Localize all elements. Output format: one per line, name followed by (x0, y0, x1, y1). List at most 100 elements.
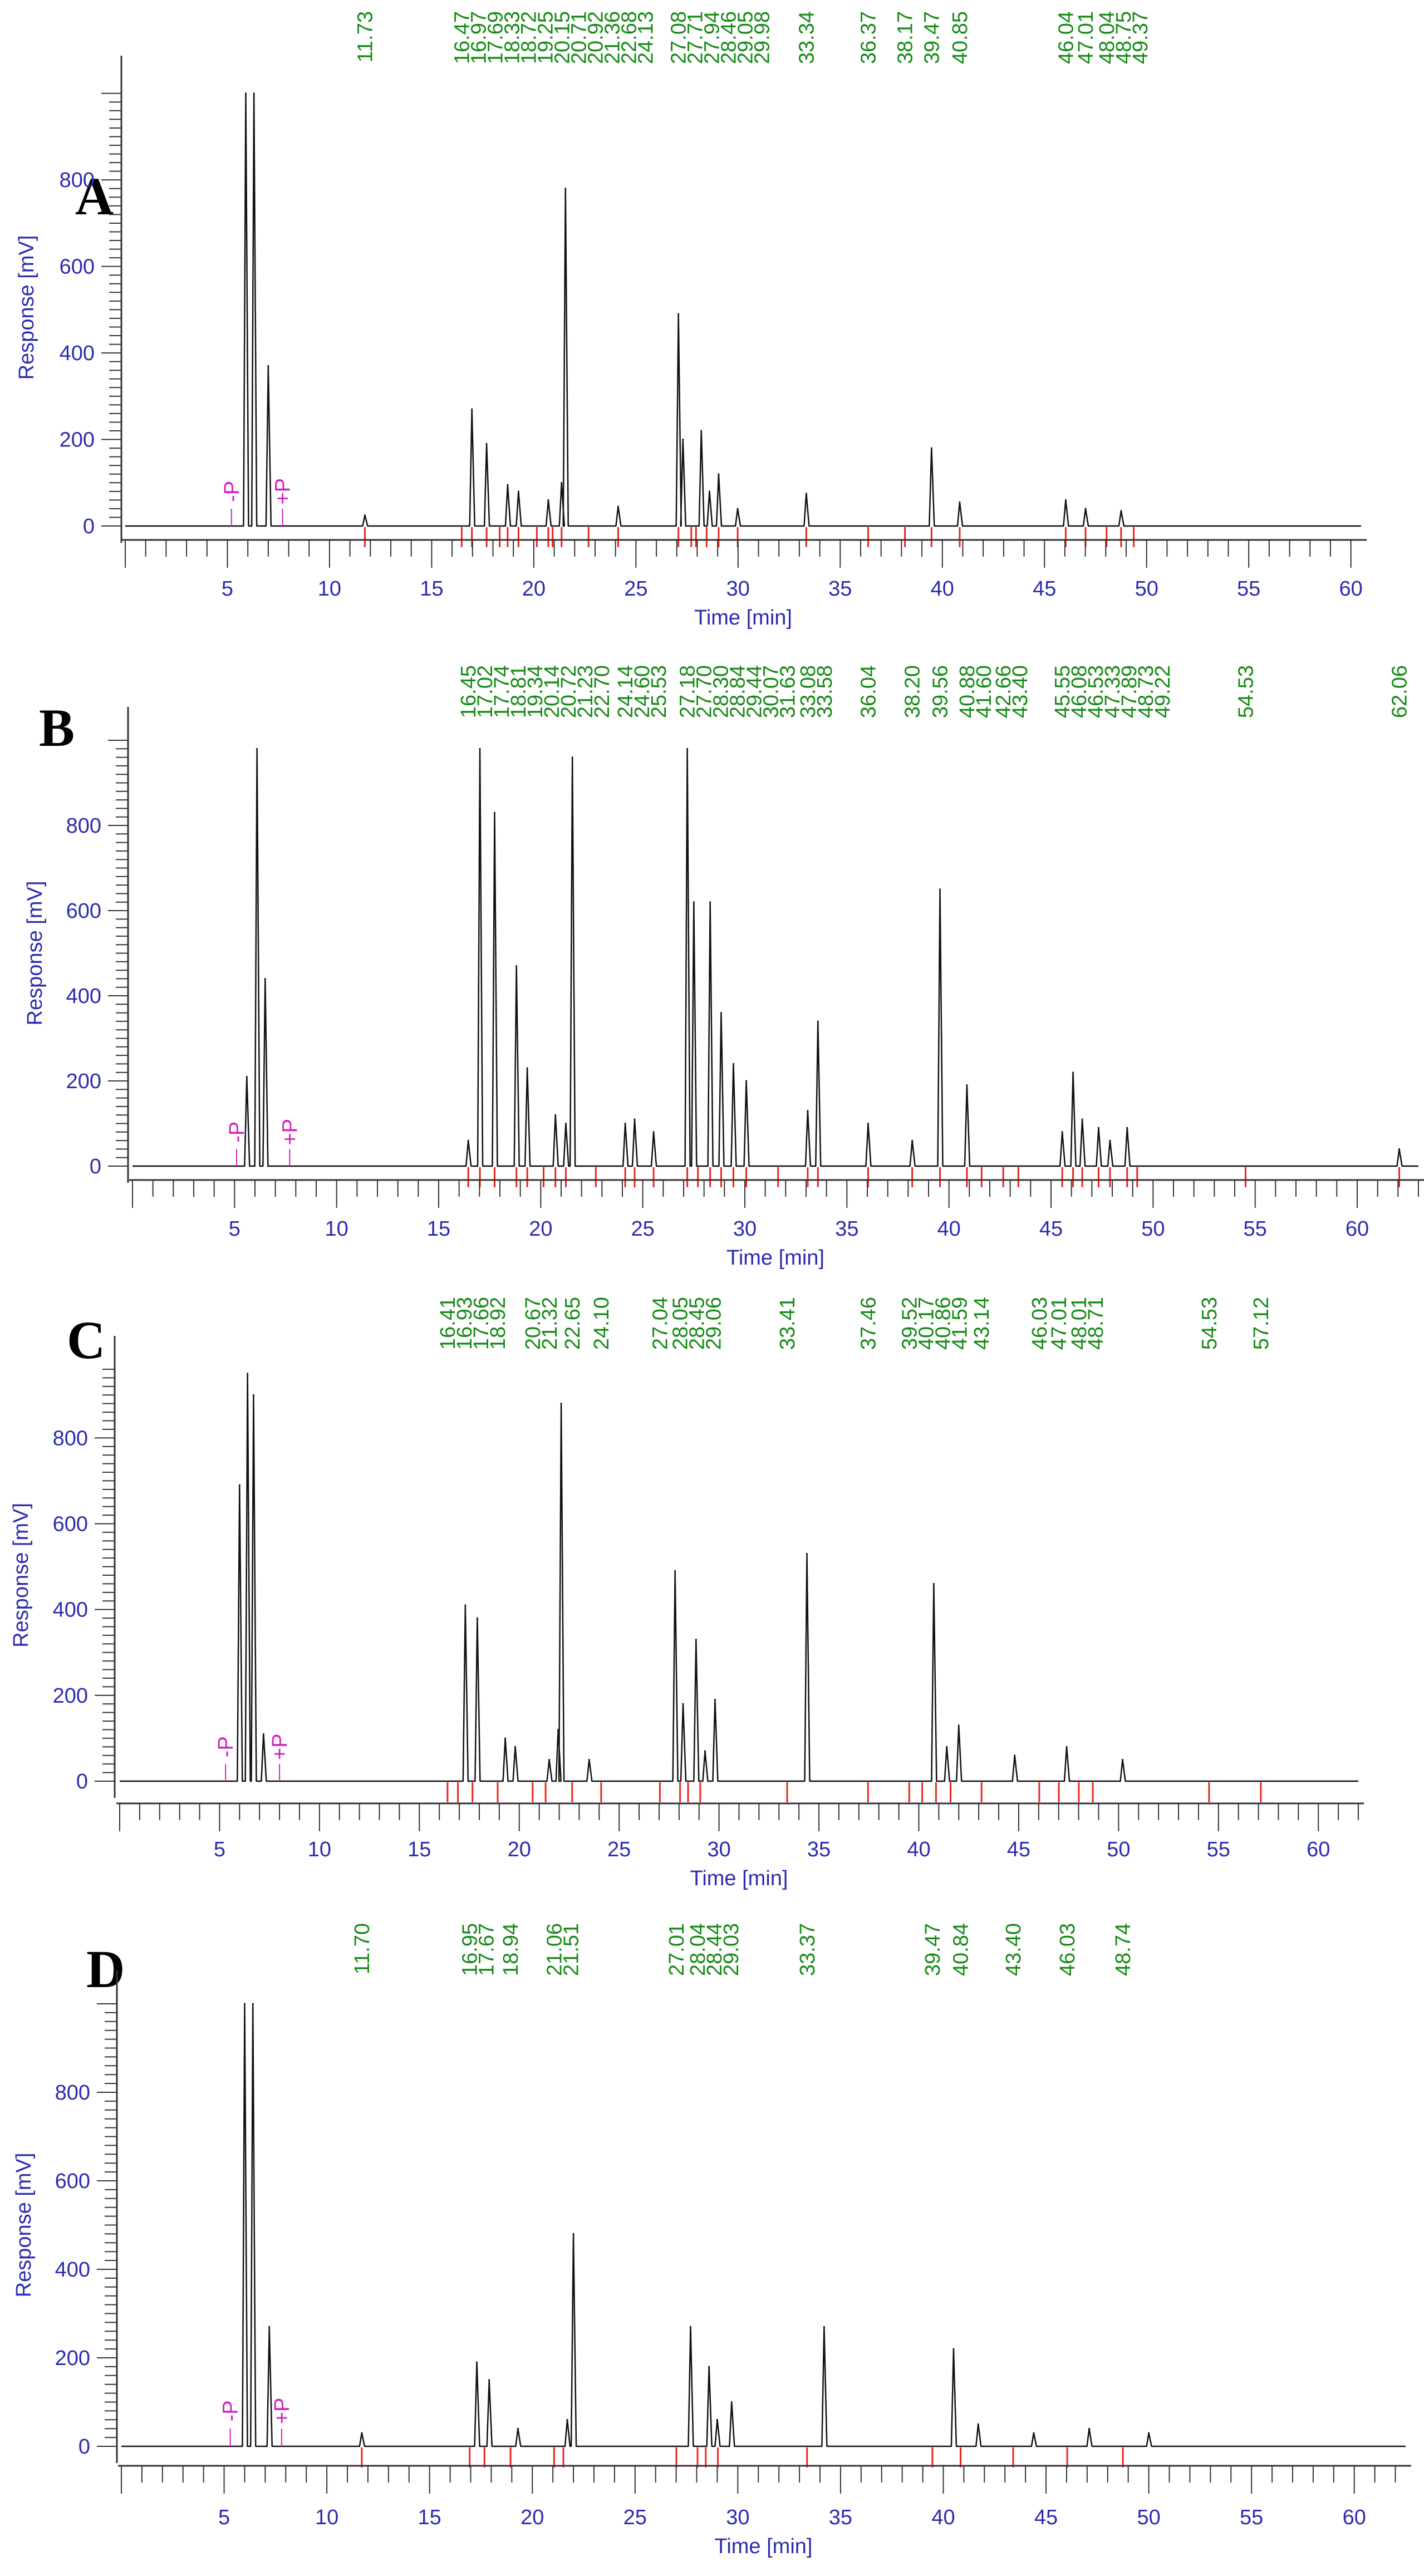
peak-mark (957, 1724, 960, 1727)
panel-letter: B (39, 698, 75, 758)
peak-time-label: 27.94 (701, 11, 724, 64)
peak-time-label: 21.32 (538, 1297, 562, 1350)
peak-time-label: 28.05 (669, 1297, 693, 1350)
peak-time-label: 31.63 (777, 665, 800, 718)
x-tick-label: 35 (828, 577, 852, 601)
peak-time-label: 40.88 (956, 665, 979, 718)
y-tick-label: 400 (66, 985, 101, 1008)
integration-marker-label: +P (278, 1119, 302, 1146)
peak-time-label: 27.71 (684, 11, 708, 64)
peak-mark (243, 2003, 245, 2005)
x-tick-label: 50 (1107, 1838, 1130, 1861)
y-tick-label: 600 (53, 1513, 88, 1536)
integration-marker-label: +P (271, 2398, 294, 2425)
peak-time-label: 29.03 (720, 1923, 743, 1976)
peak-time-label: 27.18 (676, 665, 700, 718)
peak-time-label: 28.04 (686, 1923, 710, 1976)
peak-time-label: 20.67 (522, 1297, 545, 1350)
peak-time-label: 16.41 (436, 1297, 460, 1350)
peak-time-label: 48.04 (1096, 11, 1119, 64)
peak-mark (252, 2003, 254, 2005)
x-tick-label: 5 (229, 1217, 240, 1241)
peak-mark (464, 1604, 467, 1606)
x-tick-label: 30 (733, 1217, 757, 1241)
x-tick-label: 45 (1034, 2506, 1058, 2529)
y-tick-label: 400 (60, 342, 95, 365)
x-tick-label: 40 (907, 1838, 930, 1861)
peak-mark (256, 748, 258, 750)
peak-time-label: 18.94 (499, 1923, 523, 1976)
peak-mark (488, 2379, 490, 2381)
y-axis-title: Response [mV] (9, 1503, 33, 1648)
peak-mark (244, 92, 247, 95)
peak-time-label: 38.20 (901, 665, 925, 718)
y-tick-label: 0 (78, 2435, 90, 2459)
x-tick-label: 20 (522, 577, 546, 601)
peak-mark (1088, 2427, 1091, 2430)
peak-mark (571, 756, 573, 759)
peak-mark (674, 1570, 676, 1572)
x-tick-label: 50 (1135, 577, 1158, 601)
x-tick-label: 60 (1346, 1217, 1369, 1241)
peak-mark (564, 188, 567, 190)
peak-mark (1014, 1754, 1016, 1757)
peak-mark (267, 365, 269, 367)
peak-mark (704, 1750, 706, 1752)
peak-time-label: 28.84 (726, 665, 750, 718)
x-tick-label: 60 (1339, 577, 1363, 601)
peak-time-label: 21.23 (574, 665, 597, 718)
x-tick-label: 10 (318, 577, 341, 601)
peak-mark (952, 2348, 955, 2350)
peak-time-label: 39.52 (898, 1297, 921, 1350)
peak-time-label: 47.01 (1048, 1297, 1071, 1350)
peak-time-label: 28.44 (703, 1923, 726, 1976)
peak-time-label: 29.98 (751, 11, 774, 64)
peak-time-label: 21.51 (559, 1923, 583, 1976)
peak-time-label: 27.08 (667, 11, 691, 64)
x-tick-label: 60 (1307, 1838, 1330, 1861)
x-tick-label: 10 (315, 2506, 338, 2529)
y-tick-label: 600 (66, 899, 101, 923)
peak-mark (493, 812, 495, 814)
peak-mark (262, 1733, 264, 1735)
peak-time-label: 54.53 (1198, 1297, 1221, 1350)
peak-mark (720, 1012, 722, 1014)
peak-time-label: 48.01 (1068, 1297, 1091, 1350)
peak-mark (517, 490, 519, 493)
peak-mark (693, 901, 695, 903)
y-tick-label: 0 (76, 1770, 88, 1793)
x-tick-label: 35 (807, 1838, 831, 1861)
peak-time-label: 46.03 (1028, 1297, 1052, 1350)
peak-mark (471, 408, 473, 410)
x-axis-title: Time [min] (726, 1246, 824, 1270)
peak-mark (364, 514, 366, 517)
peak-mark (361, 2432, 363, 2434)
peak-mark (504, 1737, 507, 1739)
peak-time-label: 16.97 (467, 11, 490, 64)
peak-mark (939, 888, 941, 891)
x-tick-label: 45 (1033, 577, 1056, 601)
peak-mark (1065, 1746, 1068, 1748)
peak-mark (708, 2366, 710, 2368)
peak-mark (247, 1373, 249, 1375)
panel-a: A 0 200 400 600 800 Response [mV] 11.73 16.4716.… (15, 11, 1367, 630)
peak-time-label: 29.06 (703, 1297, 726, 1350)
panel-letter: A (75, 166, 114, 226)
panel-b: B 0 200 400 600 800 Response [mV] 16.4517.0217.… (23, 665, 1424, 1270)
peak-time-label: 40.17 (915, 1297, 938, 1350)
peak-mark (745, 1080, 748, 1082)
peak-mark (867, 1123, 869, 1124)
peak-mark (718, 473, 720, 475)
chromatogram-trace (120, 1373, 1358, 1782)
x-tick-label: 20 (521, 2506, 544, 2529)
peak-time-label: 27.04 (649, 1297, 672, 1350)
peak-mark (268, 2326, 271, 2328)
integration-marker-label: +P (268, 1734, 292, 1761)
peak-time-label: 40.84 (949, 1923, 973, 1976)
peak-mark (709, 901, 711, 903)
peak-time-label: 40.85 (949, 11, 972, 64)
peak-time-label: 46.03 (1056, 1923, 1079, 1976)
peak-mark (1148, 2432, 1150, 2434)
peak-time-label: 19.25 (534, 11, 557, 64)
x-tick-label: 30 (726, 2506, 749, 2529)
